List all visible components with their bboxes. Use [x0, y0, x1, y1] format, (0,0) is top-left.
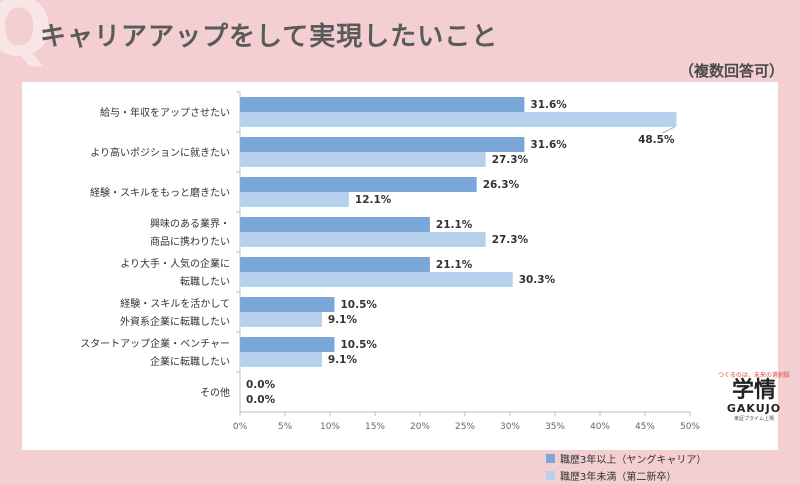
data-label-series-2: 48.5%: [638, 134, 675, 146]
category-label: その他: [200, 386, 230, 399]
data-label-series-2: 12.1%: [355, 194, 392, 206]
legend-item-series-1: 職歴3年以上（ヤングキャリア）: [546, 450, 706, 467]
category-label: より高いポジションに就きたい: [90, 146, 230, 159]
x-tick-label: 30%: [500, 422, 520, 432]
logo-tagline: つくるのは、未来の選択肢: [718, 372, 790, 379]
data-label-series-1: 10.5%: [341, 339, 378, 351]
x-tick-label: 15%: [365, 422, 385, 432]
logo-mark: 学情: [731, 378, 776, 403]
category-label: 経験・スキルを活かして: [120, 297, 230, 310]
chart-legend: 職歴3年以上（ヤングキャリア） 職歴3年未満（第二新卒）: [546, 450, 706, 484]
category-label: 外資系企業に転職したい: [120, 315, 230, 328]
category-label: スタートアップ企業・ベンチャー: [80, 337, 230, 350]
data-label-leader: [662, 126, 675, 134]
bar-series-1: [240, 337, 335, 352]
category-label: より大手・人気の企業に: [120, 257, 230, 270]
category-label: 企業に転職したい: [150, 355, 230, 368]
x-tick-label: 35%: [545, 422, 565, 432]
data-label-series-2: 9.1%: [328, 354, 358, 366]
data-label-series-2: 9.1%: [328, 314, 358, 326]
data-label-series-2: 0.0%: [246, 394, 276, 406]
data-label-series-1: 10.5%: [341, 299, 378, 311]
x-tick-label: 20%: [410, 422, 430, 432]
data-label-series-1: 0.0%: [246, 379, 276, 391]
data-label-series-2: 30.3%: [519, 274, 556, 286]
bar-series-1: [240, 177, 477, 192]
chart-panel: 0% 5% 10% 15% 20% 25% 30% 35% 40% 45% 50% 給与・年収をアップ…: [22, 82, 778, 483]
page-title: キャリアアップをして実現したいこと: [40, 22, 499, 52]
data-label-series-1: 31.6%: [530, 99, 567, 111]
bar-series-2: [240, 112, 677, 127]
q-mark: Q: [0, 0, 53, 74]
x-tick-label: 10%: [320, 422, 340, 432]
data-label-series-1: 26.3%: [483, 179, 520, 191]
legend-label-series-2: 職歴3年未満（第二新卒）: [560, 472, 677, 483]
legend-swatch-series-2: [546, 471, 555, 480]
x-tick-label: 45%: [635, 422, 655, 432]
legend-swatch-series-1: [546, 454, 555, 463]
bar-series-2: [240, 192, 349, 207]
data-label-series-2: 27.3%: [492, 234, 529, 246]
data-label-series-1: 31.6%: [530, 139, 567, 151]
header-banner: Q キャリアアップをして実現したいこと: [0, 0, 800, 68]
gakujo-logo: つくるのは、未来の選択肢 学情 GAKUJO 東証プライム上場: [712, 370, 796, 446]
category-label: 経験・スキルをもっと磨きたい: [90, 186, 230, 199]
bar-series-1: [240, 97, 525, 112]
bar-series-1: [240, 297, 335, 312]
logo-subline: 東証プライム上場: [734, 416, 774, 422]
bar-series-1: [240, 257, 430, 272]
x-tick-label: 0%: [233, 422, 248, 432]
category-label: 転職したい: [180, 276, 230, 288]
data-label-series-1: 21.1%: [436, 259, 473, 271]
bar-series-2: [240, 232, 486, 247]
bar-series-2: [240, 312, 322, 327]
page-subtitle: （複数回答可）: [678, 62, 784, 80]
category-label: 給与・年収をアップさせたい: [100, 106, 230, 119]
bar-series-2: [240, 152, 486, 167]
category-label: 商品に携わりたい: [150, 235, 230, 248]
bar-series-1: [240, 137, 525, 152]
x-tick-label: 5%: [278, 422, 293, 432]
data-label-series-2: 27.3%: [492, 154, 529, 166]
category-label: 興味のある業界・: [150, 217, 230, 230]
legend-item-series-2: 職歴3年未満（第二新卒）: [546, 467, 706, 484]
bar-series-2: [240, 352, 322, 367]
x-tick-label: 50%: [680, 422, 700, 432]
bar-series-1: [240, 217, 430, 232]
bar-chart: 0% 5% 10% 15% 20% 25% 30% 35% 40% 45% 50% 給与・年収をアップ…: [80, 91, 700, 432]
legend-label-series-1: 職歴3年以上（ヤングキャリア）: [560, 455, 707, 466]
bar-series-2: [240, 272, 513, 287]
x-tick-label: 40%: [590, 422, 610, 432]
logo-wordmark: GAKUJO: [726, 402, 782, 415]
data-label-series-1: 21.1%: [436, 219, 473, 231]
x-tick-label: 25%: [455, 422, 475, 432]
